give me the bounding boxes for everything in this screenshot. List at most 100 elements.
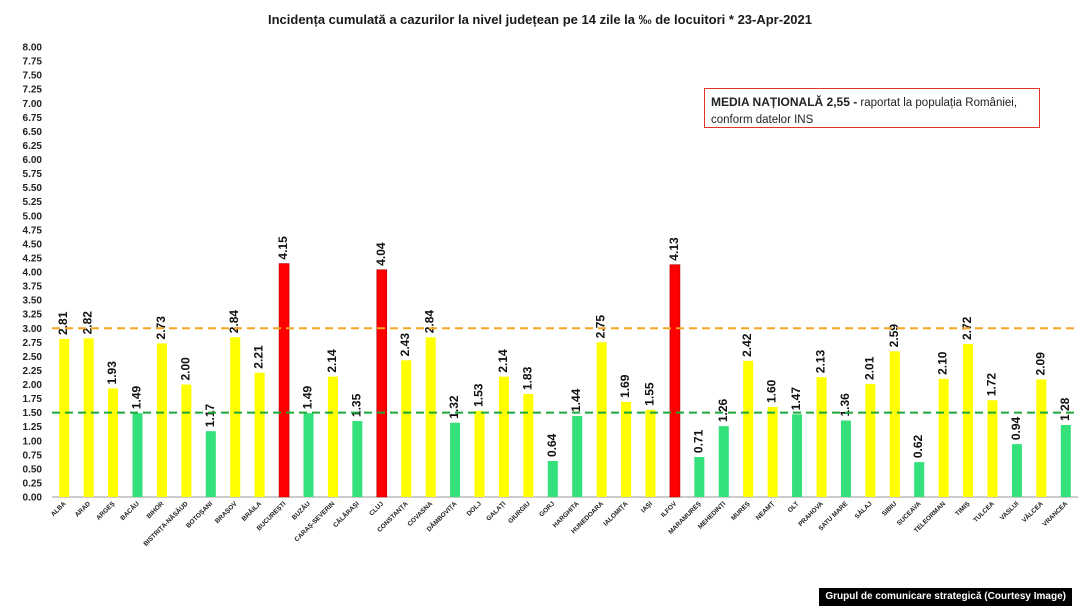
bar-bucurești (278, 263, 290, 498)
bar-value-label: 1.36 (838, 393, 852, 417)
x-category-label: BIHOR (146, 500, 166, 520)
bar-călărași (352, 421, 363, 497)
bar-suceava (914, 462, 925, 497)
bar-value-label: 1.60 (765, 379, 779, 403)
y-tick-label: 7.00 (23, 99, 43, 110)
y-tick-label: 0.75 (23, 450, 43, 461)
bar-value-label: 2.82 (81, 311, 95, 335)
chart-title: Incidența cumulată a cazurilor la nivel … (267, 12, 812, 27)
bar-value-label: 2.09 (1033, 352, 1047, 376)
x-category-label: BRAȘOV (214, 500, 239, 525)
x-category-label: CLUJ (368, 500, 385, 517)
x-category-label: BRĂILA (239, 499, 263, 523)
bar-value-label: 0.62 (911, 434, 925, 458)
bar-value-label: 2.10 (936, 351, 950, 375)
y-tick-label: 6.00 (23, 155, 43, 166)
y-tick-label: 2.75 (23, 338, 43, 349)
y-tick-label: 5.25 (23, 197, 43, 208)
bar-value-label: 1.26 (716, 398, 730, 422)
bar-galați (498, 376, 509, 497)
bar-value-label: 0.71 (691, 429, 705, 453)
bar-value-label: 0.64 (545, 433, 559, 457)
bar-harghita (572, 416, 583, 497)
y-tick-label: 4.50 (23, 239, 43, 250)
y-tick-label: 3.00 (23, 324, 43, 335)
bar-bacău (132, 413, 143, 497)
x-category-label: DOLJ (466, 500, 483, 517)
x-category-label: VÂLCEA (1020, 499, 1045, 524)
y-tick-label: 8.00 (23, 43, 43, 54)
y-tick-label: 6.50 (23, 127, 43, 138)
bar-brăila (254, 372, 265, 497)
bar-dâmbovița (450, 422, 461, 497)
national-average-description: raportat la populația României, conform … (711, 97, 1018, 126)
bar-vâlcea (1036, 379, 1047, 497)
bar-botoșani (205, 431, 216, 497)
y-tick-label: 7.50 (23, 71, 43, 82)
bar-iași (645, 409, 656, 497)
x-category-label: GIURGIU (507, 500, 532, 525)
y-tick-label: 2.50 (23, 352, 43, 363)
bar-ialomița (621, 401, 632, 497)
bar-value-label: 1.55 (643, 382, 657, 406)
x-category-label: ARGEȘ (95, 500, 117, 522)
national-average-value: MEDIA NAȚIONALĂ 2,55 - (711, 95, 858, 109)
y-tick-label: 1.00 (23, 436, 43, 447)
x-category-label: BACĂU (118, 499, 141, 522)
x-category-label: IAȘI (640, 500, 654, 514)
bar-giurgiu (523, 394, 534, 497)
x-category-label: IALOMIȚA (602, 500, 629, 527)
y-tick-label: 4.75 (23, 225, 43, 236)
bar-argeș (108, 388, 119, 497)
bar-covasna (425, 337, 436, 497)
bar-value-label: 1.72 (985, 373, 999, 397)
bar-value-label: 1.53 (472, 383, 486, 407)
bar-caraș-severin (327, 376, 338, 497)
x-category-label: TIMIȘ (954, 500, 972, 518)
bar-value-label: 2.84 (423, 310, 437, 334)
bar-value-label: 2.01 (862, 356, 876, 380)
bar-teleorman (938, 378, 949, 497)
bar-ilfov (669, 264, 681, 498)
y-tick-label: 3.50 (23, 296, 43, 307)
bar-satu mare (840, 420, 851, 497)
x-category-label: NEAMȚ (755, 500, 776, 521)
bar-sălaj (865, 383, 876, 497)
y-tick-label: 5.50 (23, 183, 43, 194)
x-category-label: ALBA (50, 500, 68, 518)
bar-value-label: 1.44 (569, 388, 583, 412)
x-category-label: ARAD (74, 500, 92, 518)
image-credit: Grupul de comunicare strategică (Courtes… (819, 588, 1072, 606)
y-tick-label: 0.50 (23, 464, 43, 475)
y-tick-label: 6.25 (23, 141, 43, 152)
bar-mureș (743, 360, 754, 497)
bar-value-label: 0.94 (1009, 416, 1023, 440)
bar-bistrița-năsăud (181, 384, 192, 497)
bar-value-label: 1.93 (105, 361, 119, 385)
x-category-label: OLT (787, 500, 801, 514)
bar-value-label: 4.04 (374, 242, 388, 266)
bar-value-label: 1.17 (203, 404, 217, 428)
national-average-note: MEDIA NAȚIONALĂ 2,55 - raportat la popul… (704, 88, 1040, 128)
bar-value-label: 2.43 (398, 333, 412, 357)
bar-bihor (156, 343, 167, 497)
y-tick-label: 3.75 (23, 282, 43, 293)
bar-arad (83, 338, 94, 497)
bar-cluj (376, 269, 388, 498)
bar-value-label: 4.13 (667, 237, 681, 261)
x-category-label: SĂLAJ (852, 499, 874, 521)
y-tick-label: 1.75 (23, 394, 43, 405)
x-category-label: ILFOV (660, 500, 679, 519)
bar-neamț (767, 407, 778, 497)
bar-brașov (230, 337, 241, 497)
bar-value-label: 1.69 (618, 374, 632, 398)
bar-value-label: 2.84 (227, 310, 241, 334)
y-tick-label: 2.00 (23, 380, 43, 391)
y-tick-label: 6.75 (23, 113, 43, 124)
x-category-label: MUREȘ (730, 500, 752, 522)
bar-olt (792, 414, 803, 497)
bar-vrancea (1060, 425, 1071, 497)
x-category-label: GALAȚI (485, 500, 507, 522)
bar-sibiu (889, 351, 900, 497)
